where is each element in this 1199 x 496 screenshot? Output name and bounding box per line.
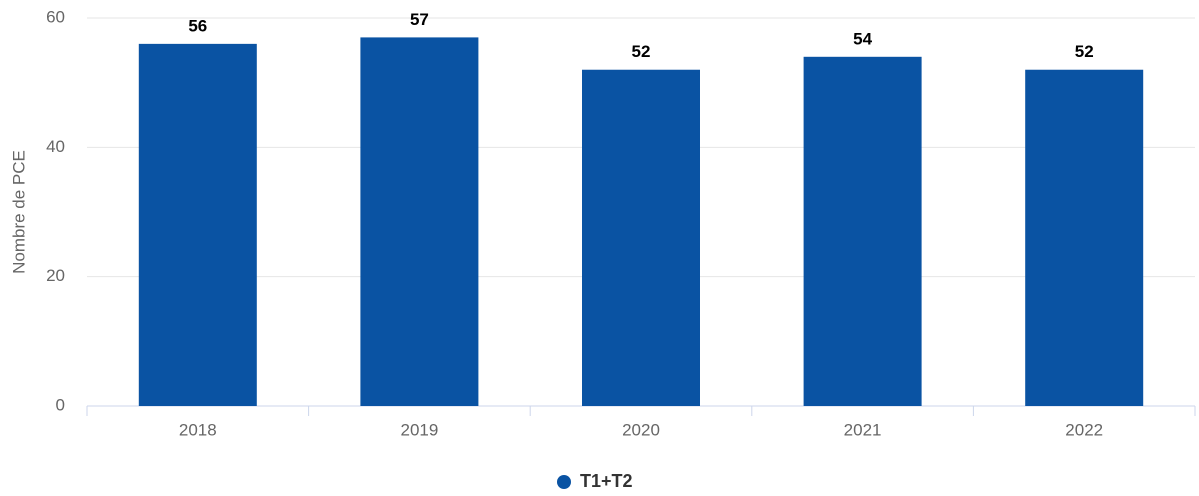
data-label: 52 bbox=[632, 42, 651, 61]
bar bbox=[1025, 69, 1144, 406]
y-tick-label: 60 bbox=[46, 7, 65, 26]
legend-label: T1+T2 bbox=[580, 471, 633, 491]
x-tick-label: 2018 bbox=[179, 420, 217, 439]
y-tick-label: 40 bbox=[46, 137, 65, 156]
y-tick-label: 20 bbox=[46, 266, 65, 285]
data-label: 57 bbox=[410, 10, 429, 29]
x-tick-label: 2020 bbox=[622, 420, 660, 439]
bar bbox=[582, 69, 700, 406]
y-axis-title: Nombre de PCE bbox=[9, 150, 28, 274]
x-tick-label: 2022 bbox=[1065, 420, 1103, 439]
bar bbox=[803, 56, 922, 407]
bar bbox=[360, 37, 479, 407]
x-tick-label: 2021 bbox=[844, 420, 882, 439]
legend-marker bbox=[557, 475, 571, 489]
data-label: 54 bbox=[853, 29, 872, 48]
data-label: 52 bbox=[1075, 42, 1094, 61]
bar bbox=[138, 43, 257, 406]
x-tick-label: 2019 bbox=[400, 420, 438, 439]
data-label: 56 bbox=[188, 16, 207, 35]
y-tick-label: 0 bbox=[56, 395, 65, 414]
